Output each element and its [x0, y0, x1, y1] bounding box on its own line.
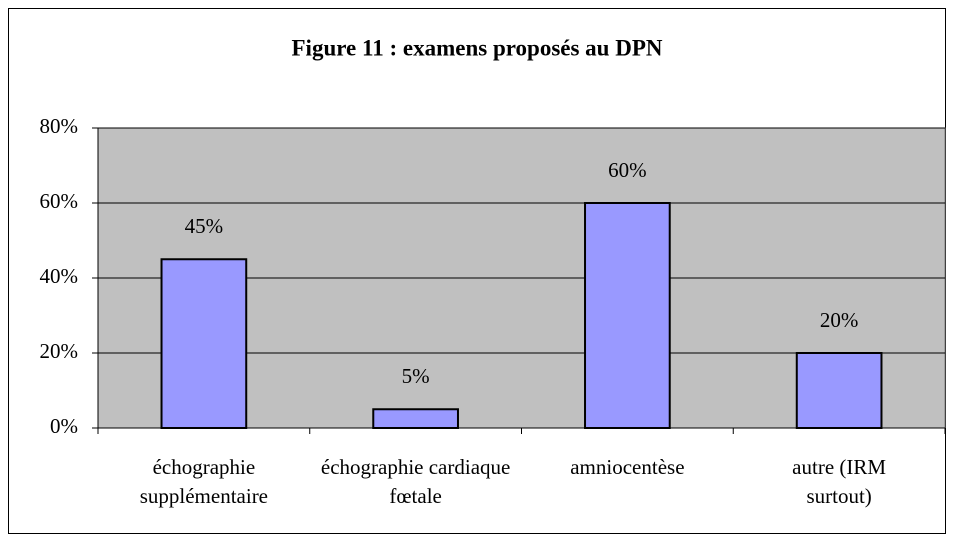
bar: [584, 202, 671, 429]
bar: [160, 258, 248, 429]
value-label: 60%: [608, 158, 647, 182]
x-tick-label: échographie supplémentaire: [139, 455, 269, 508]
x-tick-label: échographie cardiaque fœtale: [320, 455, 511, 508]
y-tick-label: 80%: [40, 114, 79, 138]
bar: [372, 408, 459, 429]
x-tick-label: amniocentèse: [570, 455, 685, 479]
bar: [795, 352, 883, 429]
value-label: 45%: [185, 214, 224, 238]
y-tick-label: 40%: [40, 264, 79, 288]
chart-title: Figure 11 : examens proposés au DPN: [292, 35, 663, 60]
y-tick-label: 0%: [50, 414, 78, 438]
x-tick-label: autre (IRM surtout): [792, 455, 887, 508]
value-label: 20%: [820, 308, 859, 332]
value-label: 5%: [402, 364, 430, 388]
y-tick-label: 20%: [40, 339, 79, 363]
y-tick-label: 60%: [40, 189, 79, 213]
